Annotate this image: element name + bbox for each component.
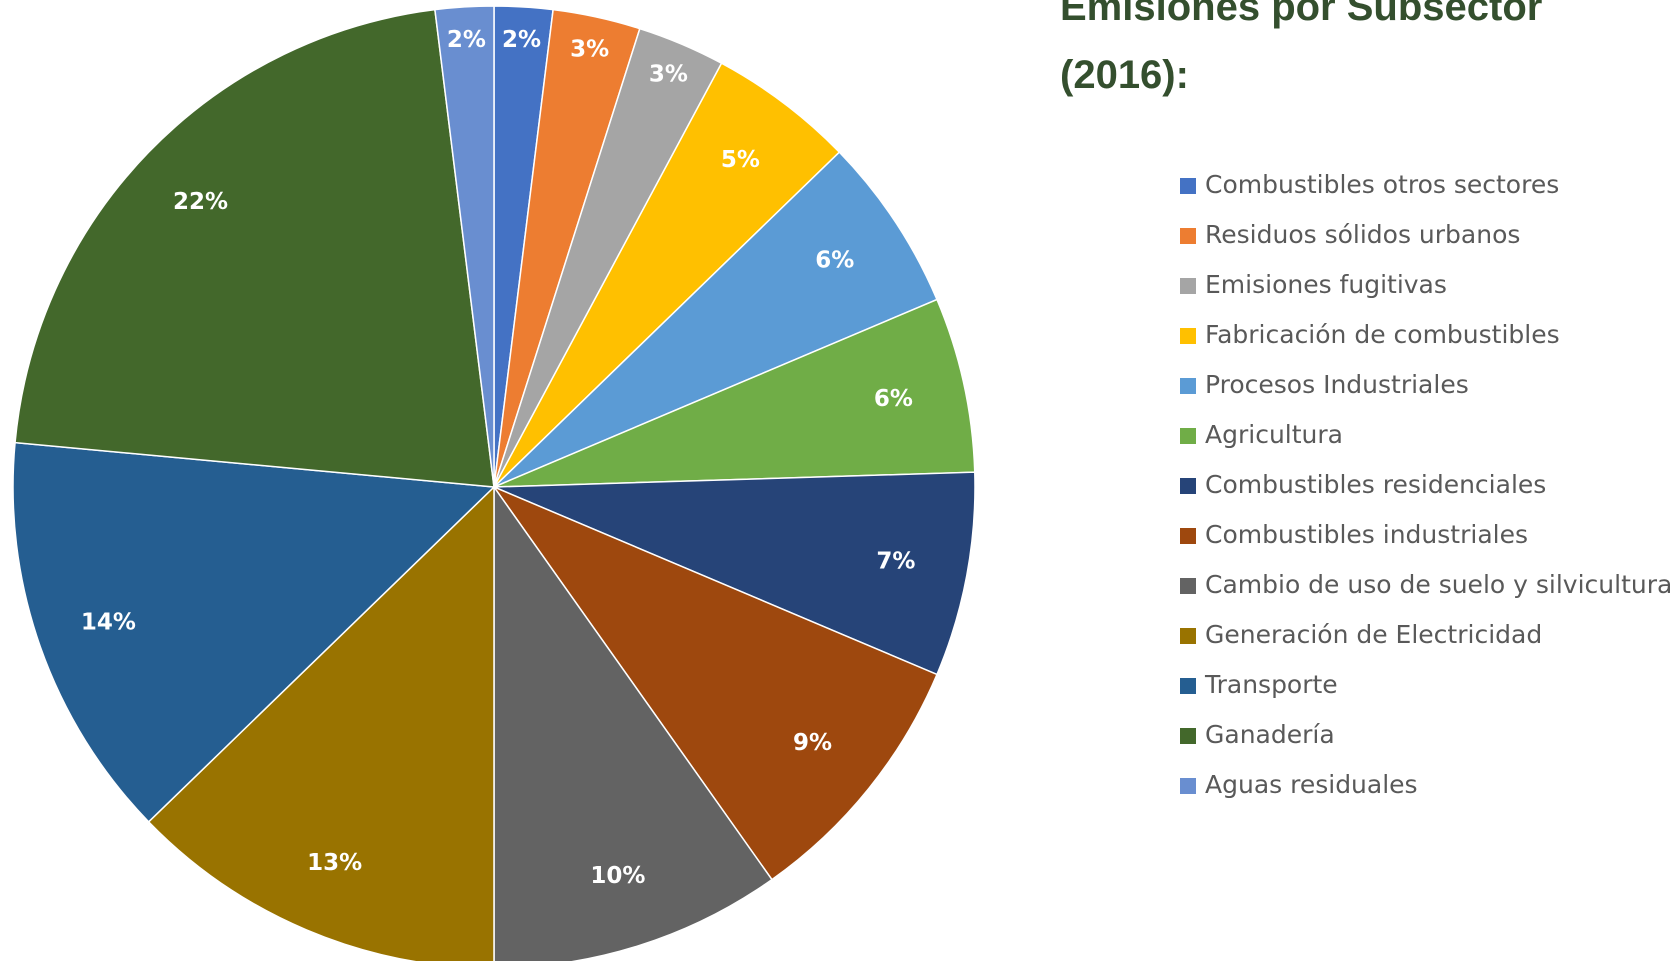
data-label: 2% xyxy=(447,27,486,53)
legend-swatch xyxy=(1180,328,1196,344)
pie-slice xyxy=(493,484,773,961)
data-label: 9% xyxy=(793,730,832,756)
data-label: 6% xyxy=(874,386,913,412)
legend-swatch xyxy=(1180,228,1196,244)
pie-slice xyxy=(493,151,938,488)
pie-slice xyxy=(491,485,938,881)
legend-swatch xyxy=(1180,178,1196,194)
legend-label: Residuos sólidos urbanos xyxy=(1205,220,1520,249)
legend-label: Procesos Industriales xyxy=(1205,370,1469,399)
pie-slice xyxy=(493,471,976,676)
legend-swatch xyxy=(1180,728,1196,744)
legend-label: Ganadería xyxy=(1205,720,1335,749)
legend-label: Generación de Electricidad xyxy=(1205,620,1542,649)
data-label: 5% xyxy=(721,147,760,173)
legend-label: Transporte xyxy=(1204,670,1338,699)
pie-slice xyxy=(493,62,841,488)
pie: 2% 3% 3% 5% 6% 6% 7% 9% 10% 13% 14% 22% 2% xyxy=(12,5,976,961)
legend-swatch xyxy=(1180,378,1196,394)
data-label: 13% xyxy=(307,850,362,876)
pie-slice xyxy=(12,441,496,823)
legend-swatch xyxy=(1180,278,1196,294)
pie-slice xyxy=(434,5,495,488)
legend-swatch xyxy=(1180,628,1196,644)
legend-label: Emisiones fugitivas xyxy=(1205,270,1447,299)
data-label: 10% xyxy=(590,863,645,889)
data-label: 7% xyxy=(876,549,915,575)
data-label: 2% xyxy=(502,27,541,53)
chart-title: Emisiones por Subsector (2016): xyxy=(1060,0,1542,97)
legend-swatch xyxy=(1180,528,1196,544)
legend-label: Combustibles industriales xyxy=(1205,520,1528,549)
legend-swatch xyxy=(1180,778,1196,794)
legend-label: Cambio de uso de suelo y silvicultura xyxy=(1205,570,1670,599)
legend-label: Fabricación de combustibles xyxy=(1205,320,1560,349)
data-label: 3% xyxy=(570,37,609,63)
data-label: 3% xyxy=(649,62,688,88)
legend-swatch xyxy=(1180,428,1196,444)
pie-slice xyxy=(14,8,495,488)
data-label: 22% xyxy=(173,189,228,215)
data-label: 6% xyxy=(815,248,854,274)
pie-slice xyxy=(493,298,976,488)
legend-swatch xyxy=(1180,578,1196,594)
data-label: 14% xyxy=(81,609,136,635)
legend-swatch xyxy=(1180,478,1196,494)
pie-slice xyxy=(147,485,495,961)
legend-swatch xyxy=(1180,678,1196,694)
legend-label: Aguas residuales xyxy=(1205,770,1418,799)
legend-label: Combustibles otros sectores xyxy=(1205,170,1559,199)
legend-label: Agricultura xyxy=(1205,420,1343,449)
legend-label: Combustibles residenciales xyxy=(1205,470,1546,499)
